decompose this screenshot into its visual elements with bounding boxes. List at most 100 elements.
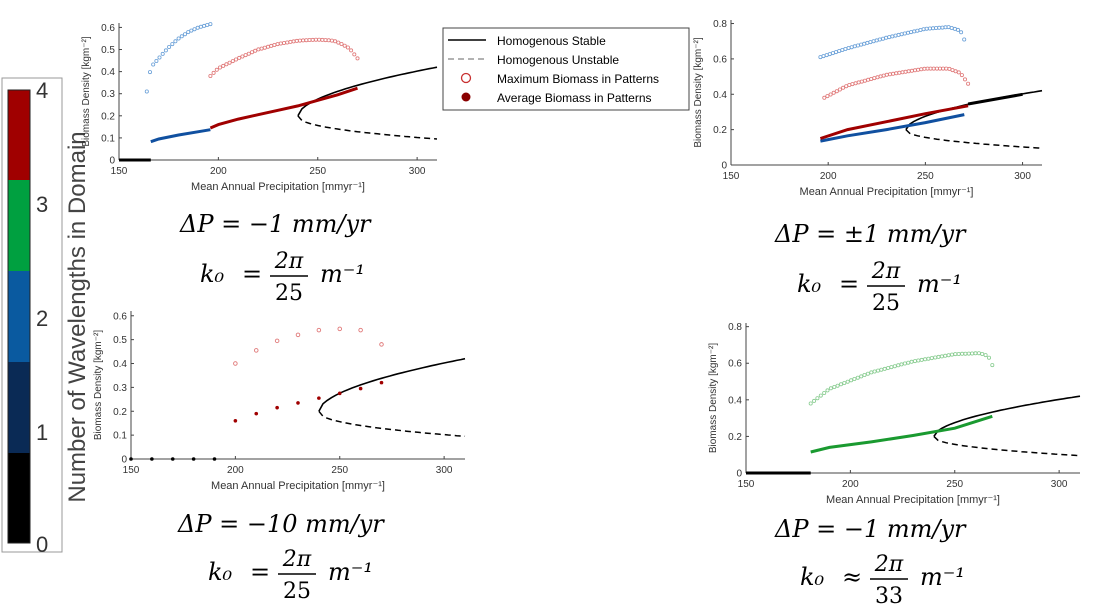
- equation-4: ΔP = −1 mm/yr k₀ ≈ 2π 33 m⁻¹: [774, 515, 967, 609]
- average-biomass-line: [810, 414, 993, 454]
- max-biomass-point: [882, 366, 887, 371]
- max-biomass-point: [221, 63, 226, 68]
- x-tick-label: 250: [331, 465, 348, 476]
- max-biomass-point: [355, 56, 360, 61]
- max-biomass-point: [950, 352, 955, 357]
- eq1-k-lhs: k₀: [200, 260, 225, 288]
- max-biomass-point: [154, 59, 159, 64]
- average-biomass-point: [317, 396, 321, 400]
- colorbar: 4 3 2 1 0 Number of Wavelengths in Domai…: [1, 77, 91, 557]
- homogeneous-stable-line: [318, 357, 466, 412]
- eq2-dp-lhs: ΔP: [774, 220, 809, 248]
- max-biomass-point: [892, 364, 897, 369]
- y-axis-label: Biomass Density [kgm⁻²]: [693, 37, 704, 148]
- max-biomass-point: [345, 45, 350, 50]
- max-biomass-point: [253, 348, 259, 353]
- y-axis-label: Biomass Density [kgm⁻²]: [708, 343, 719, 454]
- max-biomass-point: [842, 380, 847, 385]
- eq2-k-rel: =: [839, 270, 859, 298]
- x-tick-label: 300: [1051, 479, 1068, 490]
- x-tick-label: 200: [842, 479, 859, 490]
- colorbar-tick-2: 2: [36, 306, 48, 331]
- eq2-k-unit: m⁻¹: [917, 270, 962, 298]
- eq3-k-unit: m⁻¹: [328, 558, 373, 586]
- max-biomass-point: [163, 48, 168, 53]
- zero-biomass-point: [191, 457, 196, 461]
- max-biomass-point: [160, 51, 165, 56]
- max-biomass-point: [176, 36, 181, 41]
- equation-3: ΔP = −10 mm/yr k₀ = 2π 25 m⁻¹: [177, 510, 385, 604]
- max-biomass-point: [147, 70, 152, 75]
- colorbar-tick-3: 3: [36, 192, 48, 217]
- max-biomass-point: [316, 327, 322, 333]
- max-biomass-point: [959, 30, 964, 35]
- max-biomass-point: [237, 55, 242, 60]
- max-biomass-point: [818, 393, 823, 398]
- x-tick-label: 250: [917, 171, 934, 182]
- max-biomass-point: [956, 27, 961, 32]
- zero-biomass-point: [212, 457, 217, 461]
- equation-1: ΔP = −1 mm/yr k₀ = 2π 25 m⁻¹: [179, 210, 372, 306]
- max-biomass-point: [253, 48, 258, 53]
- y-tick-label: 0: [121, 455, 127, 466]
- max-biomass-point: [274, 338, 280, 344]
- max-biomass-point: [179, 34, 184, 39]
- max-biomass-point: [835, 383, 840, 388]
- y-tick-label: 0.4: [728, 395, 742, 406]
- eq3-dp-lhs: ΔP: [177, 510, 212, 538]
- legend-label-avg: Average Biomass in Patterns: [497, 91, 652, 105]
- max-biomass-point: [976, 351, 981, 356]
- max-biomass-point: [896, 363, 901, 368]
- max-biomass-point: [963, 77, 968, 82]
- max-biomass-point: [916, 358, 921, 363]
- max-biomass-point: [876, 368, 881, 373]
- max-biomass-point: [828, 92, 833, 97]
- max-biomass-point: [208, 74, 213, 79]
- max-biomass-point: [966, 81, 971, 86]
- max-biomass-point: [379, 342, 384, 347]
- max-biomass-point: [929, 356, 934, 361]
- x-tick-label: 150: [723, 171, 740, 182]
- max-biomass-point: [865, 371, 870, 376]
- colorbar-segment-0: [8, 453, 30, 543]
- eq1-dp-rhs: −1 mm/yr: [249, 210, 372, 238]
- x-tick-label: 150: [111, 166, 128, 177]
- max-biomass-point: [933, 355, 938, 360]
- max-biomass-point: [337, 326, 343, 332]
- max-biomass-point: [973, 351, 978, 356]
- x-tick-label: 200: [820, 171, 837, 182]
- y-tick-label: 0.8: [713, 19, 727, 30]
- max-biomass-point: [233, 57, 238, 62]
- y-tick-label: 0.1: [113, 431, 127, 442]
- average-biomass-point: [275, 405, 279, 410]
- homogeneous-unstable-line: [933, 435, 1081, 457]
- eq4-dp-rhs: −1 mm/yr: [844, 515, 967, 543]
- max-biomass-point: [990, 363, 995, 368]
- x-tick-label: 150: [123, 465, 140, 476]
- max-biomass-point: [192, 27, 197, 32]
- eq3-k-lhs: k₀: [208, 558, 233, 586]
- y-tick-label: 0.2: [101, 111, 115, 122]
- homogeneous-unstable-line: [318, 410, 466, 438]
- y-tick-label: 0.6: [713, 54, 727, 65]
- average-biomass-point: [254, 411, 259, 416]
- y-tick-label: 0: [721, 161, 727, 172]
- max-biomass-point: [233, 361, 238, 366]
- max-biomass-point: [987, 355, 992, 360]
- max-biomass-point: [879, 367, 884, 372]
- eq1-k-unit: m⁻¹: [320, 260, 365, 288]
- max-biomass-point: [845, 379, 850, 384]
- x-tick-label: 200: [210, 166, 227, 177]
- svg-text:ΔP = −10 mm/yr: ΔP = −10 mm/yr: [177, 510, 385, 538]
- max-biomass-point: [339, 42, 344, 47]
- x-tick-label: 300: [1014, 171, 1031, 182]
- average-biomass-point: [233, 419, 238, 423]
- max-biomass-point: [906, 360, 911, 365]
- legend-label-stable: Homogenous Stable: [497, 34, 606, 48]
- legend-label-max: Maximum Biomass in Patterns: [497, 72, 659, 86]
- zero-biomass-point: [170, 457, 175, 461]
- max-biomass-point: [144, 89, 149, 94]
